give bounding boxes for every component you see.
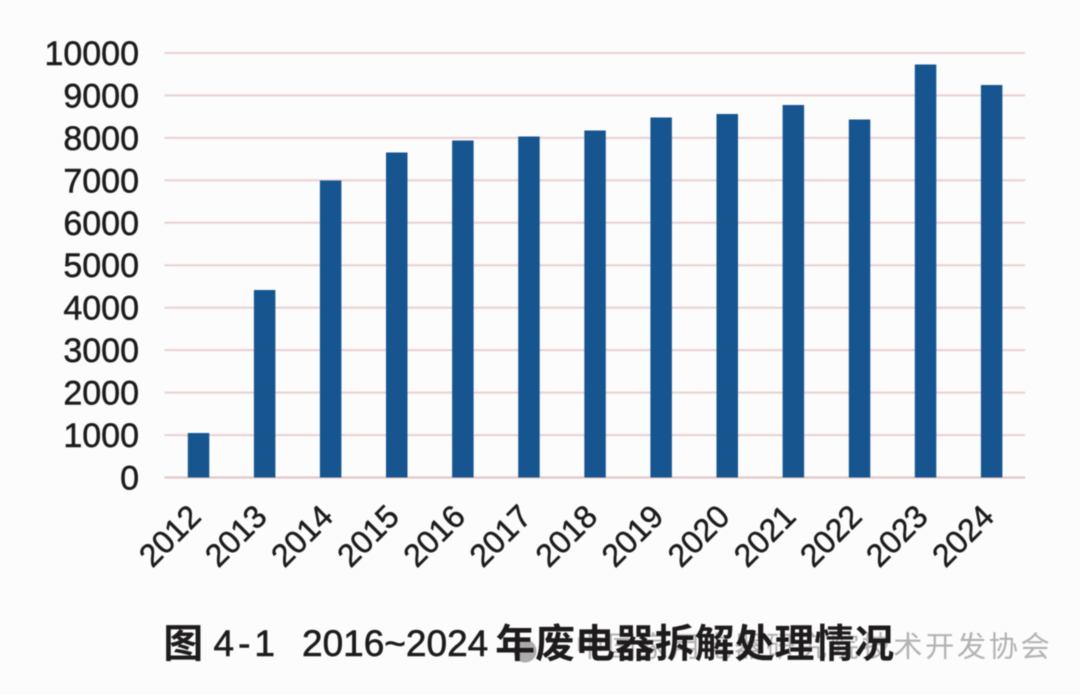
svg-text:2020: 2020 <box>661 498 737 574</box>
svg-text:2016~2024: 2016~2024 <box>302 623 488 664</box>
svg-text:3000: 3000 <box>63 332 139 370</box>
svg-text:6000: 6000 <box>63 205 139 243</box>
svg-text:7000: 7000 <box>63 162 139 200</box>
svg-text:2014: 2014 <box>264 498 340 574</box>
svg-text:2018: 2018 <box>528 498 604 574</box>
svg-text:2023: 2023 <box>859 498 935 574</box>
svg-text:2022: 2022 <box>793 498 869 574</box>
svg-text:2000: 2000 <box>63 375 139 413</box>
svg-text:8000: 8000 <box>63 120 139 158</box>
svg-text:9000: 9000 <box>63 77 139 115</box>
svg-text:2016: 2016 <box>396 498 472 574</box>
svg-text:2017: 2017 <box>462 498 538 574</box>
svg-text:1000: 1000 <box>63 417 139 455</box>
svg-text:2024: 2024 <box>925 498 1001 574</box>
svg-text:2012: 2012 <box>132 498 208 574</box>
svg-text:4-1: 4-1 <box>214 623 279 664</box>
svg-text:2015: 2015 <box>330 498 406 574</box>
svg-text:2021: 2021 <box>727 498 803 574</box>
svg-text:2019: 2019 <box>595 498 671 574</box>
svg-text:5000: 5000 <box>63 247 139 285</box>
svg-text:2013: 2013 <box>198 498 274 574</box>
svg-text:10000: 10000 <box>44 35 139 73</box>
svg-text:0: 0 <box>120 460 139 498</box>
svg-text:4000: 4000 <box>63 290 139 328</box>
